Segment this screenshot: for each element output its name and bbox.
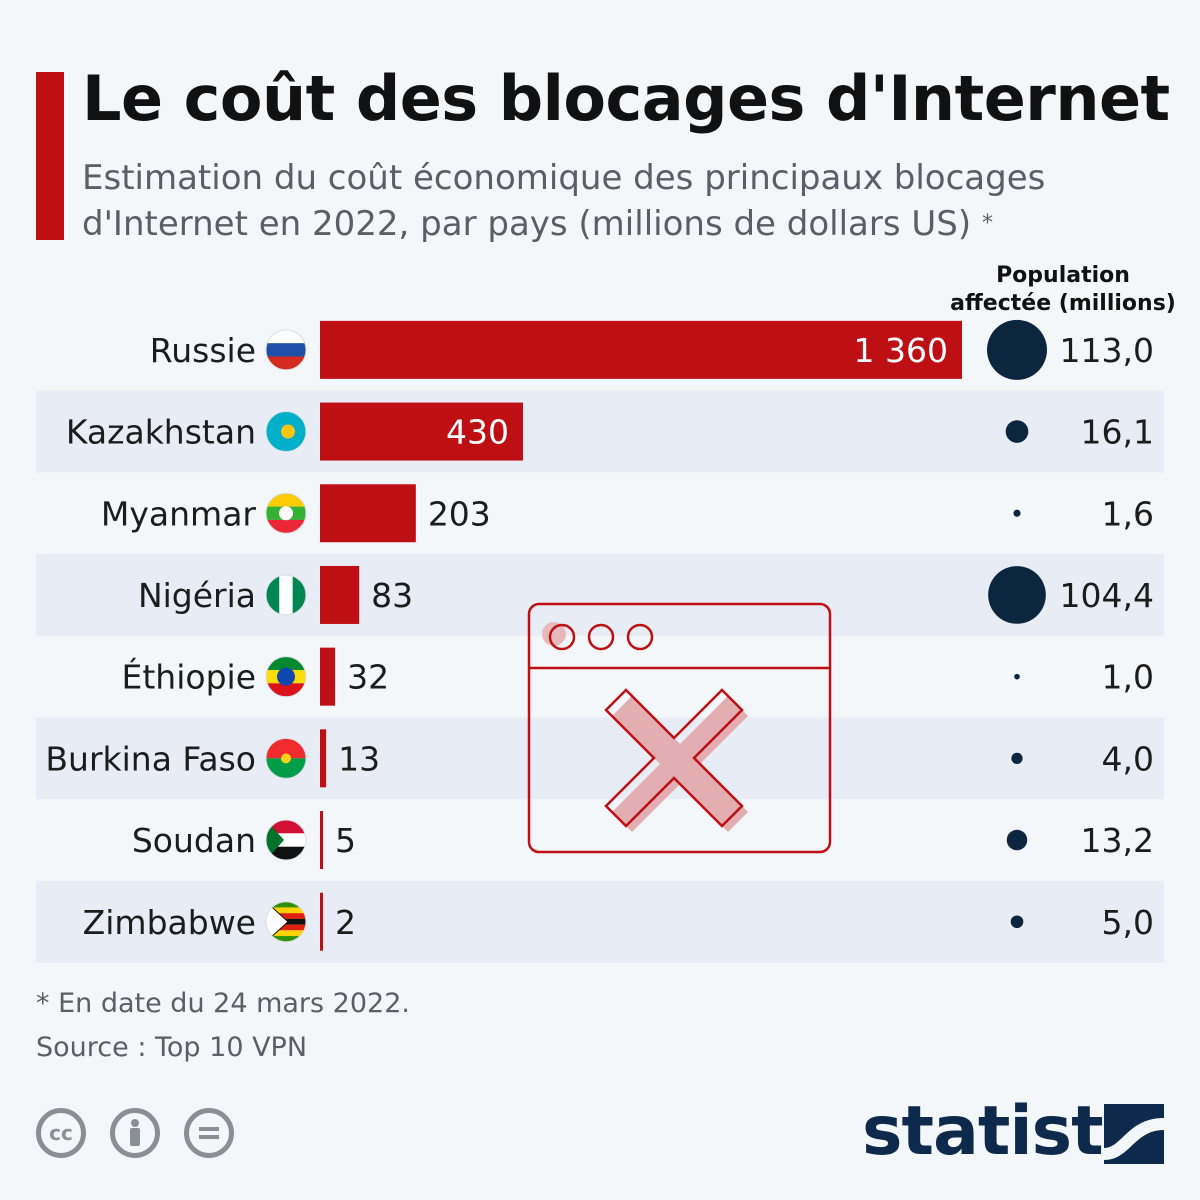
- population-bubble: [1006, 829, 1028, 851]
- ethiopia-flag-icon: [266, 656, 306, 697]
- bar-value-label: 32: [347, 658, 389, 697]
- bar-burkina faso: [320, 729, 327, 788]
- flag-border: [265, 656, 307, 698]
- bar-value-label: 2: [335, 903, 356, 942]
- population-bubble: [1014, 673, 1020, 680]
- zimbabwe-flag-icon: [266, 901, 306, 942]
- population-value-label: 16,1: [1081, 413, 1154, 452]
- attribution-icon[interactable]: [110, 1108, 160, 1158]
- myanmar-flag-icon: [266, 493, 306, 534]
- title-accent-bar: [36, 72, 64, 240]
- bar-value-label: 430: [446, 413, 509, 452]
- subtitle-asterisk: *: [981, 211, 993, 236]
- country-label: Éthiopie: [122, 657, 256, 697]
- bar-value-label: 83: [371, 576, 413, 615]
- browser-blocked-icon: [527, 602, 832, 854]
- bar-éthiopie: [320, 647, 336, 706]
- bar-value-label: 13: [338, 739, 380, 778]
- subtitle-text: Estimation du coût économique des princi…: [82, 158, 1046, 244]
- table-row-background: [36, 717, 1164, 800]
- country-label: Russie: [150, 331, 256, 370]
- chart-subtitle: Estimation du coût économique des princi…: [82, 155, 1162, 247]
- flag-border: [265, 819, 307, 861]
- footnote: * En date du 24 mars 2022.: [36, 988, 410, 1019]
- country-label: Nigéria: [138, 576, 256, 615]
- flag-border: [265, 492, 307, 534]
- bar-value-label: 1 360: [854, 331, 948, 370]
- russia-flag-icon: [266, 329, 306, 370]
- statista-logo-icon[interactable]: [1104, 1104, 1164, 1164]
- flag-border: [265, 737, 307, 779]
- population-column-header: Population affectée (millions): [950, 263, 1176, 316]
- bar-kazakhstan: [320, 402, 523, 461]
- country-label: Burkina Faso: [45, 739, 256, 778]
- population-value-label: 4,0: [1102, 739, 1154, 778]
- bar-myanmar: [320, 484, 416, 543]
- creative-commons-icon[interactable]: cc: [36, 1108, 86, 1158]
- no-derivatives-icon[interactable]: [184, 1108, 234, 1158]
- burkina-faso-flag-icon: [266, 738, 306, 779]
- sudan-flag-icon: [266, 820, 306, 861]
- country-label: Myanmar: [101, 494, 257, 533]
- population-value-label: 5,0: [1102, 903, 1154, 942]
- population-value-label: 1,0: [1102, 658, 1154, 697]
- table-row-background: [36, 554, 1164, 636]
- table-row-background: [36, 880, 1164, 963]
- bar-nigéria: [320, 565, 360, 624]
- flag-border: [265, 411, 307, 453]
- nigeria-flag-icon: [266, 574, 306, 615]
- source-link[interactable]: Source : Top 10 VPN: [36, 1032, 308, 1063]
- bar-russie: [320, 320, 962, 379]
- population-bubble: [1010, 915, 1024, 929]
- table-row-background: [36, 390, 1164, 473]
- flag-border: [265, 329, 307, 371]
- flag-border: [265, 901, 307, 943]
- country-label: Zimbabwe: [83, 903, 256, 942]
- statista-logo-text[interactable]: statista: [862, 1092, 1149, 1171]
- population-bubble: [987, 319, 1047, 380]
- bar-soudan: [320, 811, 323, 870]
- population-value-label: 113,0: [1060, 331, 1154, 370]
- bar-zimbabwe: [320, 892, 323, 951]
- population-bubble: [1011, 752, 1023, 764]
- population-bubble: [1005, 420, 1029, 443]
- population-value-label: 13,2: [1081, 821, 1154, 860]
- flag-border: [265, 574, 307, 616]
- kazakhstan-flag-icon: [266, 411, 306, 452]
- population-value-label: 104,4: [1060, 576, 1154, 615]
- country-label: Soudan: [132, 821, 256, 860]
- population-bubble: [988, 566, 1046, 624]
- population-value-label: 1,6: [1102, 494, 1154, 533]
- chart-title: Le coût des blocages d'Internet: [82, 62, 1170, 135]
- country-label: Kazakhstan: [66, 413, 256, 452]
- population-bubble: [1013, 509, 1021, 517]
- bar-value-label: 5: [335, 821, 356, 860]
- bar-value-label: 203: [428, 494, 491, 533]
